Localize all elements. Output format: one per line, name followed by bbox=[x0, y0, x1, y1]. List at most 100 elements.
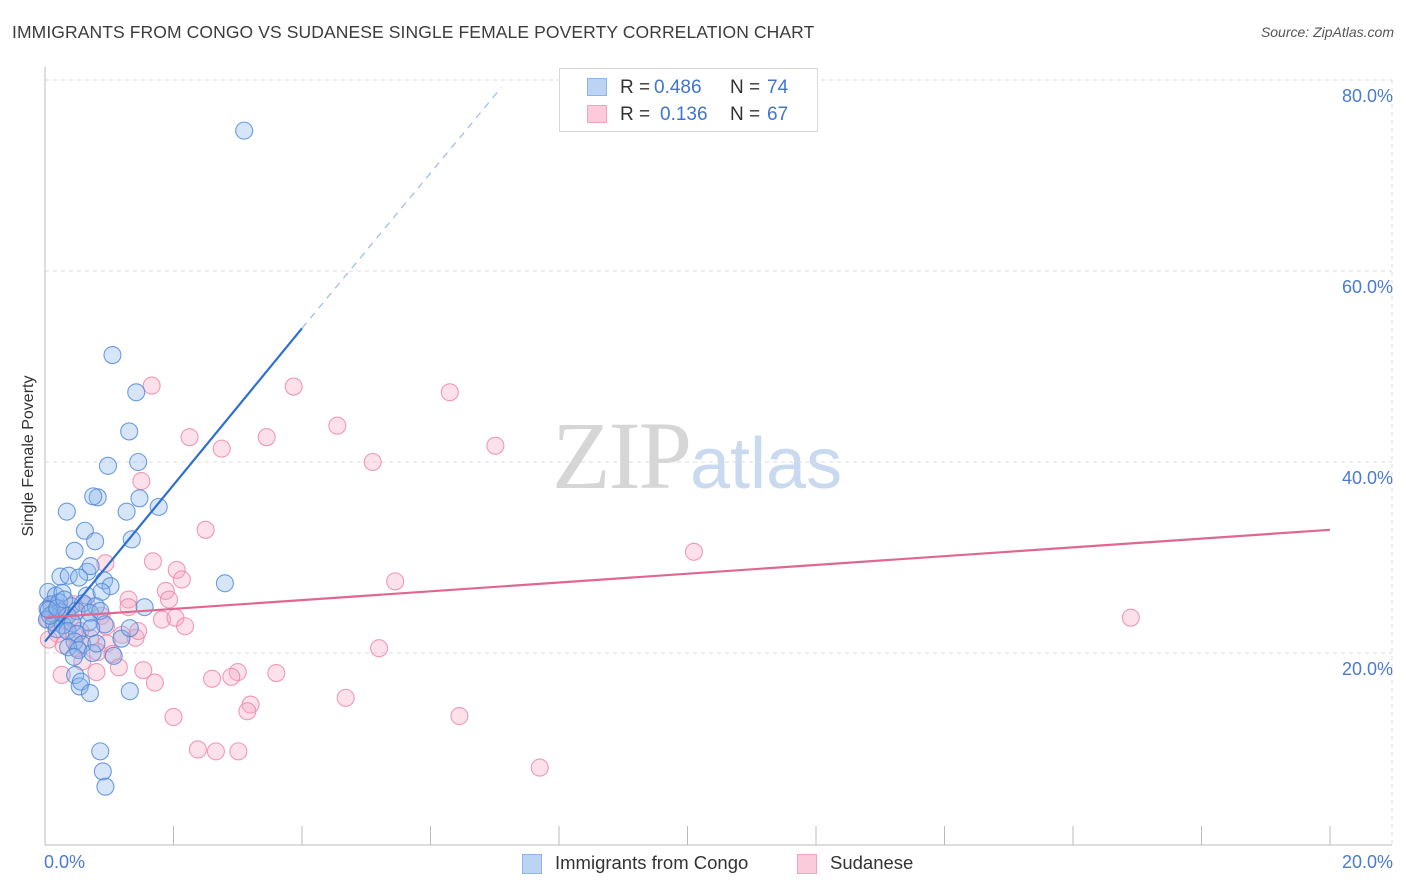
congo-point bbox=[235, 121, 254, 140]
watermark-zip: ZIP bbox=[552, 402, 692, 509]
sudanese-trend-line bbox=[44, 528, 1331, 619]
sudanese-point bbox=[257, 428, 276, 447]
congo-point bbox=[215, 574, 234, 593]
sudanese-point bbox=[238, 702, 257, 721]
sudanese-point bbox=[363, 452, 382, 472]
legend-r-label: R = bbox=[620, 104, 651, 125]
sudanese-point bbox=[336, 688, 355, 707]
sudanese-point bbox=[176, 617, 195, 636]
congo-point bbox=[149, 497, 168, 516]
x-tick-min: 0.0% bbox=[44, 852, 86, 872]
congo-point bbox=[130, 489, 149, 508]
sudanese-points bbox=[39, 376, 1140, 777]
sudanese-point bbox=[206, 742, 225, 761]
sudanese-point bbox=[1121, 608, 1140, 627]
congo-point bbox=[91, 742, 110, 761]
congo-point bbox=[120, 619, 139, 638]
sudanese-point bbox=[143, 552, 162, 571]
sudanese-point bbox=[222, 667, 241, 686]
watermark-atlas: atlas bbox=[690, 424, 843, 504]
sudanese-point bbox=[212, 439, 231, 458]
congo-point bbox=[122, 530, 141, 549]
legend-r-label: R = bbox=[620, 77, 651, 98]
y-tick-40: 40.0% bbox=[1341, 468, 1393, 488]
sudanese-point bbox=[188, 740, 207, 759]
congo-trend-line bbox=[44, 327, 303, 643]
congo-point bbox=[81, 557, 100, 576]
congo-point bbox=[57, 502, 76, 521]
sudanese-point bbox=[164, 707, 183, 727]
sudanese-point bbox=[284, 377, 303, 396]
congo-point bbox=[96, 777, 115, 796]
y-tick-20: 20.0% bbox=[1341, 659, 1393, 679]
congo-point bbox=[120, 682, 139, 701]
congo-point bbox=[87, 634, 106, 653]
congo-point bbox=[80, 684, 100, 703]
congo-point bbox=[55, 590, 74, 609]
x-tick-max: 20.0% bbox=[1341, 852, 1393, 872]
sudanese-point bbox=[267, 664, 286, 683]
source-label: Source: ZipAtlas.com bbox=[1260, 24, 1394, 40]
sudanese-point bbox=[440, 383, 459, 402]
congo-point bbox=[70, 568, 89, 587]
congo-point bbox=[65, 541, 84, 560]
congo-point bbox=[64, 647, 83, 666]
congo-legend-label: Immigrants from Congo bbox=[555, 852, 749, 873]
congo-point bbox=[117, 502, 136, 521]
sudanese-point bbox=[87, 663, 106, 682]
chart-title: IMMIGRANTS FROM CONGO VS SUDANESE SINGLE… bbox=[12, 22, 815, 42]
sudanese-point bbox=[172, 570, 191, 589]
sudanese-point bbox=[196, 520, 215, 539]
sudanese-point bbox=[145, 673, 164, 692]
legend-n-value: 74 bbox=[767, 77, 789, 98]
sudanese-point bbox=[159, 590, 179, 609]
congo-point bbox=[98, 456, 118, 475]
sudanese-point bbox=[152, 610, 171, 629]
watermark: ZIPatlas bbox=[552, 400, 842, 511]
congo-point bbox=[59, 638, 78, 657]
sudanese-point bbox=[328, 416, 347, 435]
congo-legend-swatch bbox=[522, 854, 542, 874]
sudanese-point bbox=[180, 428, 199, 447]
sudanese-point bbox=[134, 661, 153, 680]
gridlines bbox=[45, 79, 1393, 845]
legend-row-congo: R = 0.486 N = 74 bbox=[560, 75, 817, 101]
sudanese-point bbox=[52, 665, 71, 685]
sudanese-point bbox=[229, 742, 248, 761]
congo-point bbox=[86, 532, 105, 551]
congo-points bbox=[37, 121, 254, 796]
sudanese-point bbox=[109, 658, 128, 677]
congo-swatch bbox=[587, 78, 607, 96]
congo-point bbox=[84, 487, 103, 506]
y-tick-60: 60.0% bbox=[1341, 277, 1393, 297]
sudanese-point bbox=[450, 706, 469, 726]
congo-point bbox=[127, 383, 146, 402]
legend-r-value: 0.136 bbox=[660, 104, 708, 125]
sudanese-point bbox=[486, 436, 505, 455]
sudanese-legend-swatch bbox=[797, 854, 817, 874]
sudanese-point bbox=[142, 376, 161, 395]
stats-legend: R = 0.486 N = 74 R = 0.136 N = 67 bbox=[559, 68, 818, 132]
sudanese-point bbox=[530, 758, 549, 777]
trend-lines bbox=[44, 87, 1331, 643]
congo-point bbox=[82, 619, 101, 638]
y-tick-80: 80.0% bbox=[1341, 86, 1393, 106]
sudanese-swatch bbox=[587, 105, 607, 123]
legend-row-sudanese: R = 0.136 N = 67 bbox=[560, 102, 817, 128]
congo-point bbox=[129, 452, 148, 472]
sudanese-legend-label: Sudanese bbox=[830, 852, 914, 873]
sudanese-point bbox=[386, 572, 405, 591]
congo-point bbox=[103, 345, 122, 365]
sudanese-point bbox=[370, 639, 389, 658]
legend-n-label: N = bbox=[730, 104, 761, 125]
sudanese-point bbox=[203, 669, 222, 688]
congo-trend-extension bbox=[301, 87, 502, 329]
axes bbox=[44, 67, 1392, 846]
congo-point bbox=[83, 643, 102, 663]
sudanese-point bbox=[132, 472, 151, 491]
sudanese-point bbox=[167, 560, 186, 579]
congo-point bbox=[93, 762, 112, 781]
sudanese-point bbox=[684, 542, 703, 561]
congo-point bbox=[101, 577, 120, 596]
